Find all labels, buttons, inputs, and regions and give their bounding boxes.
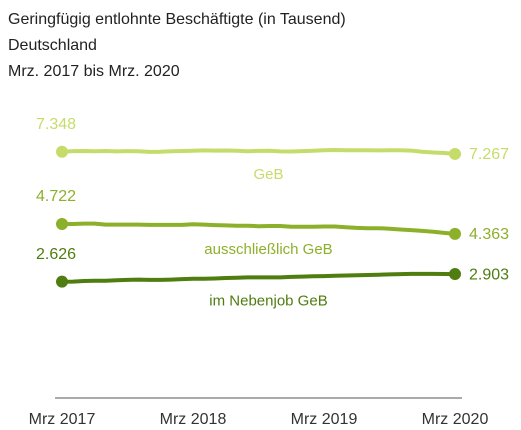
chart-subtitle: Deutschland (8, 37, 97, 54)
x-tick-label: Mrz 2018 (160, 411, 227, 428)
value-label: 2.903 (469, 266, 509, 283)
chart-subtitle: Mrz. 2017 bis Mrz. 2020 (8, 63, 180, 80)
value-label: 4.363 (469, 226, 509, 243)
value-label: 4.722 (36, 188, 76, 205)
end-point (56, 217, 68, 230)
end-point (56, 275, 68, 288)
series-label: im Nebenjob GeB (209, 292, 327, 309)
series-label: GeB (253, 166, 283, 183)
x-tick-label: Mrz 2019 (291, 411, 358, 428)
series-label: ausschließlich GeB (204, 241, 332, 258)
end-point (449, 147, 461, 160)
series-line (61, 148, 456, 156)
value-label: 7.267 (469, 146, 509, 163)
end-point (56, 145, 68, 158)
x-tick-label: Mrz 2020 (422, 411, 489, 428)
series-line (62, 221, 456, 236)
end-point (449, 268, 461, 281)
value-label: 7.348 (36, 116, 76, 133)
x-tick-label: Mrz 2017 (29, 411, 96, 428)
chart-title: Geringfügig entlohnte Beschäftigte (in T… (8, 11, 346, 28)
series-line (61, 271, 456, 284)
value-label: 2.626 (36, 246, 76, 263)
end-point (449, 227, 461, 240)
